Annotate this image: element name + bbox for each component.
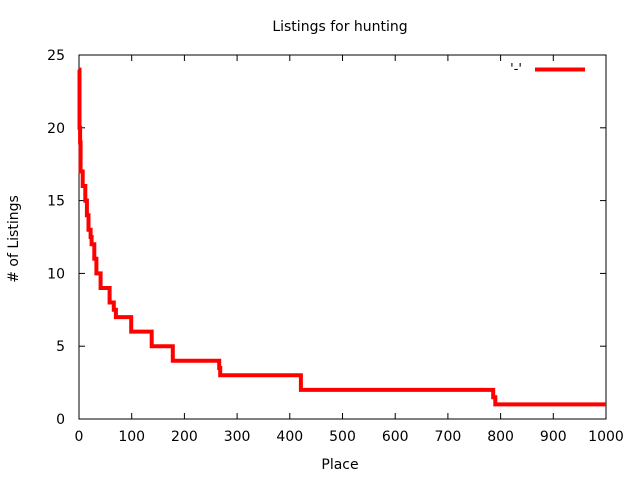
y-tick-label: 15 bbox=[47, 194, 65, 210]
x-tick-label: 300 bbox=[224, 429, 251, 445]
x-tick-label: 200 bbox=[171, 429, 198, 445]
x-tick-label: 400 bbox=[276, 429, 303, 445]
y-tick-label: 0 bbox=[56, 412, 65, 428]
y-axis-label: # of Listings bbox=[6, 195, 22, 283]
x-tick-label: 600 bbox=[382, 429, 409, 445]
y-tick-label: 25 bbox=[47, 48, 65, 64]
plot-frame bbox=[78, 54, 607, 420]
x-tick-label: 800 bbox=[487, 429, 514, 445]
y-tick-label: 10 bbox=[47, 266, 65, 282]
series-line-0 bbox=[77, 67, 606, 407]
x-tick-label: 1000 bbox=[588, 429, 624, 445]
x-axis-ticks: 0 100 200 300 400 500 600 700 800 900 1000 bbox=[75, 55, 624, 445]
x-tick-label: 500 bbox=[329, 429, 356, 445]
x-tick-label: 700 bbox=[435, 429, 462, 445]
y-axis-ticks: 0 5 10 15 20 25 bbox=[47, 48, 606, 428]
legend-label: '-' bbox=[510, 62, 522, 77]
y-tick-label: 20 bbox=[47, 121, 65, 137]
x-axis-label: Place bbox=[321, 457, 358, 473]
x-tick-label: 100 bbox=[118, 429, 145, 445]
x-tick-label: 900 bbox=[540, 429, 567, 445]
x-tick-label: 0 bbox=[75, 429, 84, 445]
legend: '-' bbox=[510, 62, 585, 77]
chart-title: Listings for hunting bbox=[272, 19, 407, 35]
y-tick-label: 5 bbox=[56, 339, 65, 355]
series-layer bbox=[77, 67, 606, 407]
